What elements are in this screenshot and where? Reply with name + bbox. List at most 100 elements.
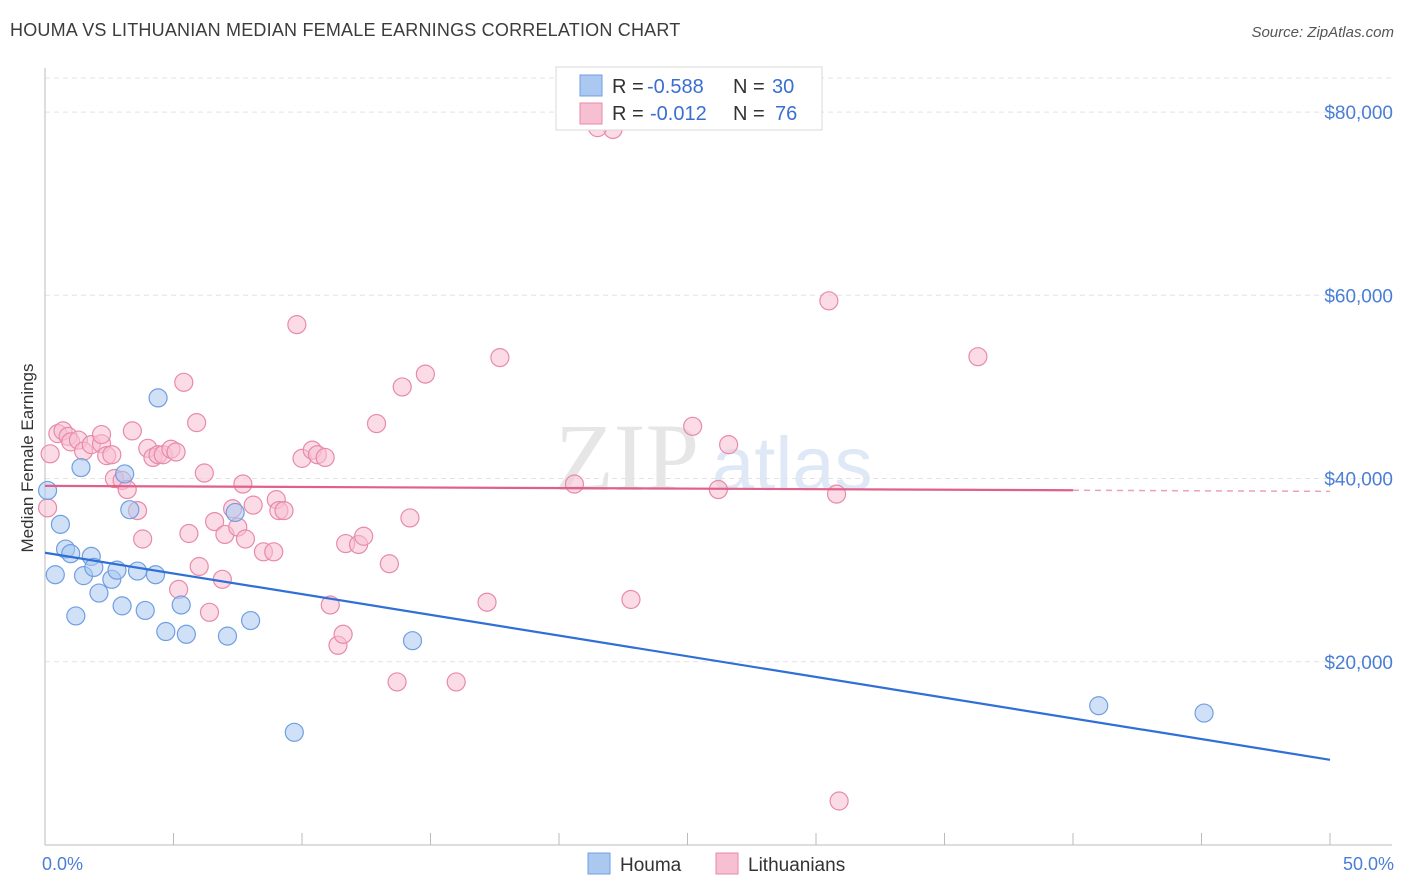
point-lithuanians-57 (379, 554, 399, 574)
point-lithuanians-16 (122, 421, 142, 441)
point-houma-10 (89, 583, 109, 603)
y-tick-labels: $20,000 $40,000 $60,000 $80,000 (1324, 103, 1393, 674)
point-houma-5 (66, 606, 86, 626)
y-tick-label-40000: $40,000 (1324, 470, 1393, 491)
point-lithuanians-26 (174, 372, 194, 392)
watermark-zip: ZIP (555, 404, 699, 511)
point-lithuanians-64 (490, 347, 510, 368)
point-lithuanians-18 (133, 529, 153, 549)
watermark-atlas: atlas (712, 422, 873, 507)
point-houma-2 (45, 565, 65, 585)
point-lithuanians-0 (37, 498, 58, 518)
point-houma-28 (1089, 696, 1109, 716)
x-tick-label-end: 50.0% (1343, 854, 1394, 874)
legend-swatch-lithuanians (579, 102, 603, 125)
point-lithuanians-45 (287, 315, 307, 335)
point-houma-16 (127, 561, 148, 581)
point-lithuanians-49 (315, 447, 335, 468)
point-houma-22 (176, 624, 196, 644)
point-lithuanians-55 (354, 526, 374, 546)
point-lithuanians-12 (102, 445, 122, 465)
point-houma-25 (241, 610, 261, 631)
point-lithuanians-61 (415, 364, 435, 384)
point-lithuanians-39 (243, 495, 263, 515)
point-lithuanians-30 (194, 463, 214, 483)
bottom-legend-swatch-houma (587, 852, 611, 875)
y-tick-label-60000: $60,000 (1324, 286, 1393, 307)
point-lithuanians-38 (235, 529, 256, 549)
chart-title: HOUMA VS LITHUANIAN MEDIAN FEMALE EARNIN… (10, 20, 681, 40)
data-points (37, 118, 1214, 811)
point-houma-14 (115, 464, 135, 484)
point-lithuanians-71 (819, 291, 839, 311)
point-lithuanians-37 (233, 474, 253, 494)
point-houma-24 (225, 502, 245, 523)
point-lithuanians-24 (166, 442, 186, 462)
trend-line-lithuanians (44, 484, 1074, 492)
point-houma-26 (284, 722, 304, 742)
point-lithuanians-68 (683, 416, 703, 436)
point-lithuanians-27 (179, 523, 199, 544)
point-lithuanians-1 (40, 444, 60, 464)
legend-n-label-houma: N = (733, 76, 765, 98)
point-houma-1 (50, 514, 71, 534)
point-lithuanians-29 (189, 556, 209, 577)
point-houma-19 (148, 388, 168, 408)
point-lithuanians-56 (366, 413, 387, 434)
bottom-legend: Houma Lithuanians (587, 852, 845, 876)
legend-r-label-lithuanians: R = (612, 103, 644, 125)
point-lithuanians-62 (446, 672, 466, 692)
point-lithuanians-28 (187, 413, 207, 433)
point-lithuanians-52 (333, 624, 353, 644)
legend-r-label-houma: R = (612, 76, 644, 98)
legend-r-value-houma: -0.588 (647, 76, 704, 98)
point-lithuanians-10 (91, 424, 112, 445)
point-houma-23 (217, 626, 238, 646)
point-lithuanians-72 (826, 484, 847, 504)
trend-line-houma (44, 551, 1331, 761)
point-houma-21 (171, 595, 191, 615)
point-houma-9 (84, 557, 104, 578)
point-lithuanians-58 (387, 672, 407, 692)
point-houma-6 (71, 457, 91, 478)
bottom-legend-label-lithuanians: Lithuanians (748, 855, 845, 876)
point-houma-4 (61, 544, 81, 564)
point-houma-17 (135, 600, 155, 621)
point-lithuanians-15 (117, 479, 137, 500)
point-houma-15 (120, 500, 140, 520)
trend-line-dashed-lithuanians (1072, 489, 1331, 493)
point-houma-13 (112, 596, 132, 616)
point-lithuanians-59 (392, 377, 412, 397)
legend-swatch-houma (579, 74, 603, 97)
source-label: Source: ZipAtlas.com (1251, 24, 1394, 41)
y-tick-label-20000: $20,000 (1324, 653, 1393, 674)
gridlines (45, 77, 1392, 663)
point-lithuanians-65 (564, 474, 585, 494)
point-lithuanians-70 (719, 435, 739, 455)
legend: R = -0.588 N = 30 R = -0.012 N = 76 (555, 66, 823, 131)
point-lithuanians-41 (264, 542, 284, 562)
point-houma-20 (156, 621, 176, 642)
legend-n-value-lithuanians: 76 (775, 103, 797, 125)
legend-n-label-lithuanians: N = (733, 103, 765, 125)
point-lithuanians-25 (169, 579, 189, 599)
y-tick-label-80000: $80,000 (1324, 103, 1393, 124)
point-lithuanians-60 (400, 508, 420, 528)
point-houma-29 (1194, 703, 1214, 723)
point-houma-27 (402, 631, 423, 651)
point-houma-0 (37, 480, 58, 501)
point-lithuanians-67 (621, 589, 641, 610)
point-lithuanians-32 (205, 511, 225, 532)
y-axis-label: Median Female Earnings (18, 364, 37, 553)
bottom-legend-label-houma: Houma (620, 855, 682, 876)
bottom-legend-swatch-lithuanians (715, 852, 739, 875)
trend-lines (44, 484, 1331, 761)
x-axis-ticks (44, 833, 1331, 845)
point-lithuanians-73 (829, 791, 849, 811)
x-tick-label-start: 0.0% (42, 854, 83, 874)
legend-r-value-lithuanians: -0.012 (650, 103, 707, 125)
point-lithuanians-44 (274, 500, 294, 521)
point-lithuanians-74 (968, 347, 988, 367)
point-lithuanians-63 (477, 592, 497, 612)
